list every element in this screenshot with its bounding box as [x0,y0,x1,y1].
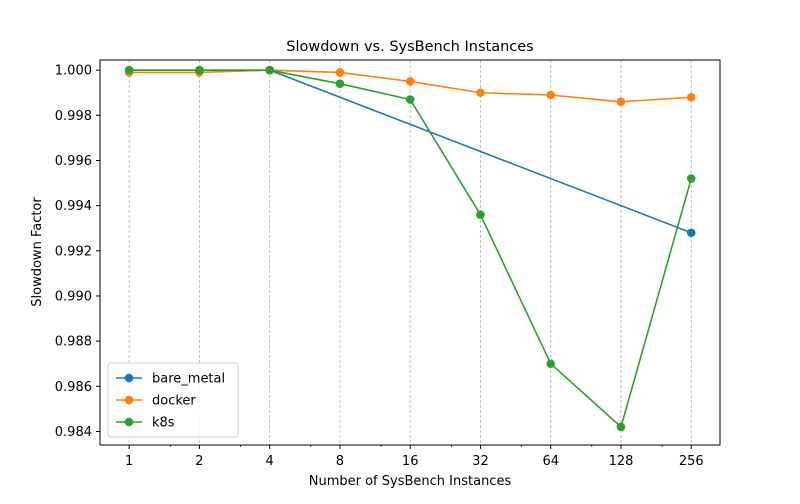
data-point [476,88,485,98]
legend-marker [124,373,134,383]
x-tick-label: 4 [266,454,274,469]
x-tick-label: 32 [472,454,489,469]
legend-marker [124,417,134,427]
y-tick-label: 0.990 [55,289,92,304]
legend-label: bare_metal [152,372,225,387]
y-tick-label: 0.986 [55,380,92,395]
chart-title: Slowdown vs. SysBench Instances [286,39,533,55]
legend-label: docker [152,394,196,409]
data-point [476,210,485,219]
data-point [335,79,345,89]
data-point [124,65,134,75]
data-point [686,228,696,238]
data-point [265,65,274,75]
legend-item-docker: docker [116,394,196,409]
series-layer [124,65,696,432]
y-tick-label: 0.992 [55,244,92,259]
legend-item-k8s: k8s [116,416,175,431]
y-tick-label: 0.998 [55,109,92,124]
y-tick-label: 0.988 [55,335,92,350]
data-point [546,359,556,369]
data-point [405,95,415,104]
data-point [686,92,696,102]
data-point [405,77,415,86]
legend-label: k8s [152,416,175,431]
data-point [686,174,696,183]
series-k8s [124,65,696,432]
y-tick-label: 0.994 [55,199,92,214]
x-tick-label: 16 [402,454,419,469]
x-tick-label: 1 [125,454,133,469]
data-point [335,68,345,77]
data-point [195,65,204,75]
legend-marker [124,395,134,405]
legend-box [107,362,239,438]
x-tick-label: 8 [336,454,344,469]
legend-item-bare-metal: bare_metal [116,372,225,387]
x-axis-label: Number of SysBench Instances [309,474,512,489]
y-tick-label: 0.996 [55,154,92,169]
data-point [616,97,626,107]
x-tick-label: 128 [609,454,634,469]
x-tick-label: 2 [195,454,203,469]
y-tick-label: 1.000 [55,64,92,79]
axes-layer: 1 2 4 8 16 32 64 128 256 0.984 0.986 0.988 0.990 0.99… [55,64,704,469]
y-axis-label: Slowdown Factor [30,197,45,307]
data-point [546,90,556,100]
x-tick-label: 64 [542,454,559,469]
x-tick-label: 256 [679,454,704,469]
data-point [616,422,626,432]
y-tick-label: 0.984 [55,425,92,440]
